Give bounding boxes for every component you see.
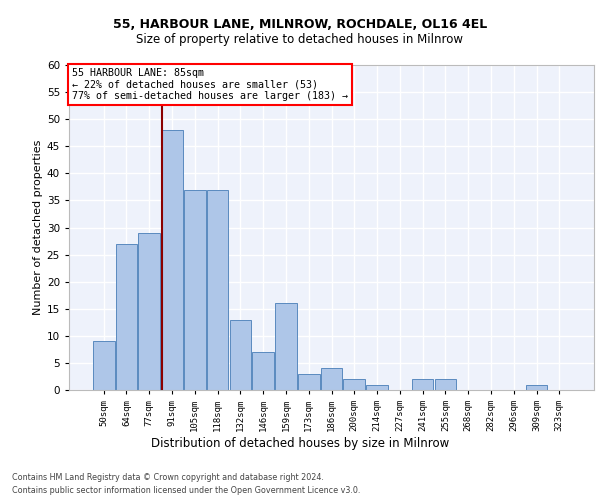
Bar <box>116 244 137 390</box>
Bar <box>161 130 183 390</box>
Bar <box>253 352 274 390</box>
Text: Contains public sector information licensed under the Open Government Licence v3: Contains public sector information licen… <box>12 486 361 495</box>
Bar <box>230 320 251 390</box>
Bar <box>207 190 229 390</box>
Bar <box>526 384 547 390</box>
Bar <box>298 374 320 390</box>
Text: 55 HARBOUR LANE: 85sqm
← 22% of detached houses are smaller (53)
77% of semi-det: 55 HARBOUR LANE: 85sqm ← 22% of detached… <box>71 68 347 102</box>
Bar <box>139 233 160 390</box>
Text: 55, HARBOUR LANE, MILNROW, ROCHDALE, OL16 4EL: 55, HARBOUR LANE, MILNROW, ROCHDALE, OL1… <box>113 18 487 30</box>
Text: Distribution of detached houses by size in Milnrow: Distribution of detached houses by size … <box>151 438 449 450</box>
Bar <box>184 190 206 390</box>
Bar <box>343 379 365 390</box>
Bar <box>412 379 433 390</box>
Y-axis label: Number of detached properties: Number of detached properties <box>32 140 43 315</box>
Text: Size of property relative to detached houses in Milnrow: Size of property relative to detached ho… <box>137 32 464 46</box>
Bar <box>434 379 456 390</box>
Bar <box>93 341 115 390</box>
Bar <box>275 304 297 390</box>
Text: Contains HM Land Registry data © Crown copyright and database right 2024.: Contains HM Land Registry data © Crown c… <box>12 472 324 482</box>
Bar <box>366 384 388 390</box>
Bar <box>320 368 343 390</box>
